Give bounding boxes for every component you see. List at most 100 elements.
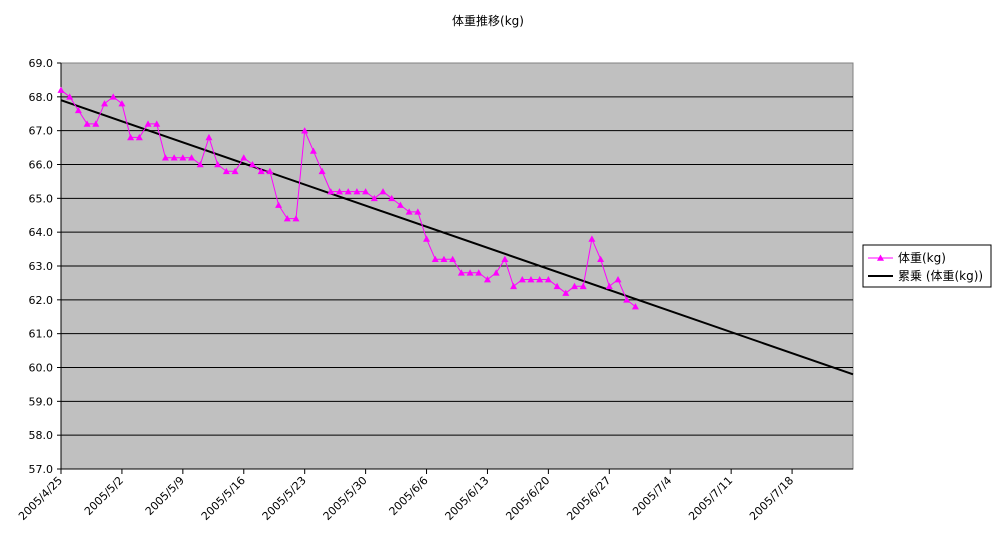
legend-box xyxy=(862,244,992,288)
weight-data-point xyxy=(423,235,431,242)
weight-data-point xyxy=(309,147,317,154)
plot-area: 69.0 68.0 67.0 66.0 65.0 64.0 63.0 62.0 61.0 60.0… xyxy=(16,57,854,523)
weight-data-point xyxy=(240,154,248,161)
weight-data-point xyxy=(327,188,335,195)
weight-data-point xyxy=(83,120,91,127)
x-tick-label: 2005/5/9 xyxy=(143,474,187,518)
weight-data-point xyxy=(379,188,387,195)
weight-data-point xyxy=(179,154,187,161)
weight-data-point xyxy=(101,100,109,107)
legend-label-weight: 体重(kg) xyxy=(898,251,946,265)
x-tick-label: 2005/6/6 xyxy=(387,474,431,518)
y-tick-label: 69.0 xyxy=(29,57,54,70)
weight-data-point xyxy=(144,120,152,127)
weight-data-point xyxy=(301,127,309,134)
weight-data-point xyxy=(196,161,204,168)
weight-data-point xyxy=(370,194,378,202)
weight-data-point xyxy=(362,188,370,195)
y-tick-label: 58.0 xyxy=(29,429,54,442)
weight-data-point xyxy=(222,167,230,175)
weight-data-point xyxy=(388,194,396,202)
weight-data-point xyxy=(501,255,509,263)
weight-data-point xyxy=(527,276,535,283)
weight-data-point xyxy=(536,276,544,283)
x-tick-label: 2005/6/27 xyxy=(564,474,613,523)
legend-marker-weight xyxy=(877,254,884,261)
x-tick-label: 2005/5/2 xyxy=(82,474,126,518)
x-tick-label: 2005/5/16 xyxy=(199,474,248,523)
weight-data-point xyxy=(153,120,161,127)
y-tick-label: 64.0 xyxy=(29,226,54,239)
weight-data-point xyxy=(440,255,448,263)
x-tick-label: 2005/7/4 xyxy=(630,474,674,518)
weight-data-point xyxy=(396,201,404,208)
weight-data-point xyxy=(562,289,570,296)
y-tick-label: 63.0 xyxy=(29,260,54,273)
weight-data-point xyxy=(597,255,605,263)
trendline-series xyxy=(60,99,854,376)
weight-data-point xyxy=(292,215,300,222)
weight-data-point xyxy=(214,161,222,168)
y-tick-label: 66.0 xyxy=(29,159,54,172)
weight-data-point xyxy=(431,255,439,263)
x-tick-label: 2005/6/20 xyxy=(503,474,552,523)
weight-data-point xyxy=(92,120,100,127)
legend: 体重(kg) 累乗 (体重(kg)) xyxy=(862,244,992,288)
legend-label-trend: 累乗 (体重(kg)) xyxy=(898,269,983,283)
weight-data-point xyxy=(605,282,613,290)
weight-data-point xyxy=(74,106,82,114)
y-tick-label: 59.0 xyxy=(29,395,54,408)
y-tick-label: 67.0 xyxy=(29,125,54,138)
weight-data-point xyxy=(118,100,126,107)
weight-data-point xyxy=(544,276,552,283)
y-tick-label: 68.0 xyxy=(29,91,54,104)
x-tick-label: 2005/7/18 xyxy=(747,474,796,523)
weight-data-point xyxy=(109,93,117,100)
weight-data-point xyxy=(318,167,326,175)
weight-data-point xyxy=(275,201,283,208)
weight-data-point xyxy=(344,188,352,195)
weight-data-point xyxy=(66,93,74,100)
weight-data-point xyxy=(492,269,500,276)
weight-data-point xyxy=(483,276,491,283)
weight-data-point xyxy=(257,167,265,175)
weight-data-point xyxy=(614,276,622,283)
weight-data-point xyxy=(353,188,361,195)
weight-data-point xyxy=(283,215,291,222)
weight-data-point xyxy=(248,161,256,168)
weight-data-point xyxy=(405,208,413,215)
weight-data-point xyxy=(449,255,457,263)
x-tick-label: 2005/5/23 xyxy=(260,474,309,523)
weight-data-point xyxy=(414,208,422,215)
weight-data-point xyxy=(266,167,274,175)
weight-data-point xyxy=(475,269,483,276)
weight-data-point xyxy=(466,269,474,276)
chart-title: 体重推移(kg) xyxy=(452,14,524,28)
weight-data-point xyxy=(457,269,465,276)
weight-data-point xyxy=(631,303,639,310)
weight-data-point xyxy=(588,235,596,242)
weight-data-point xyxy=(135,133,143,141)
weight-data-point xyxy=(161,154,169,161)
x-tick-label: 2005/6/13 xyxy=(443,474,492,523)
y-tick-label: 60.0 xyxy=(29,362,54,375)
weight-data-point xyxy=(205,133,213,141)
weight-data-point xyxy=(510,282,518,290)
x-tick-label: 2005/5/30 xyxy=(321,474,370,523)
weight-data-point xyxy=(336,188,344,195)
x-tick-label: 2005/4/25 xyxy=(16,474,65,523)
y-tick-label: 62.0 xyxy=(29,294,54,307)
weight-data-point xyxy=(553,282,561,290)
weight-data-point xyxy=(518,276,526,283)
weight-data-point xyxy=(57,86,65,93)
weight-data-point xyxy=(570,282,578,290)
weight-data-point xyxy=(231,167,239,175)
y-tick-label: 57.0 xyxy=(29,463,54,476)
weight-data-point xyxy=(127,133,135,141)
weight-data-point xyxy=(623,296,631,303)
x-tick-label: 2005/7/11 xyxy=(686,474,735,523)
weight-data-point xyxy=(579,282,587,290)
weight-data-point xyxy=(170,154,178,161)
y-tick-label: 65.0 xyxy=(29,192,54,205)
